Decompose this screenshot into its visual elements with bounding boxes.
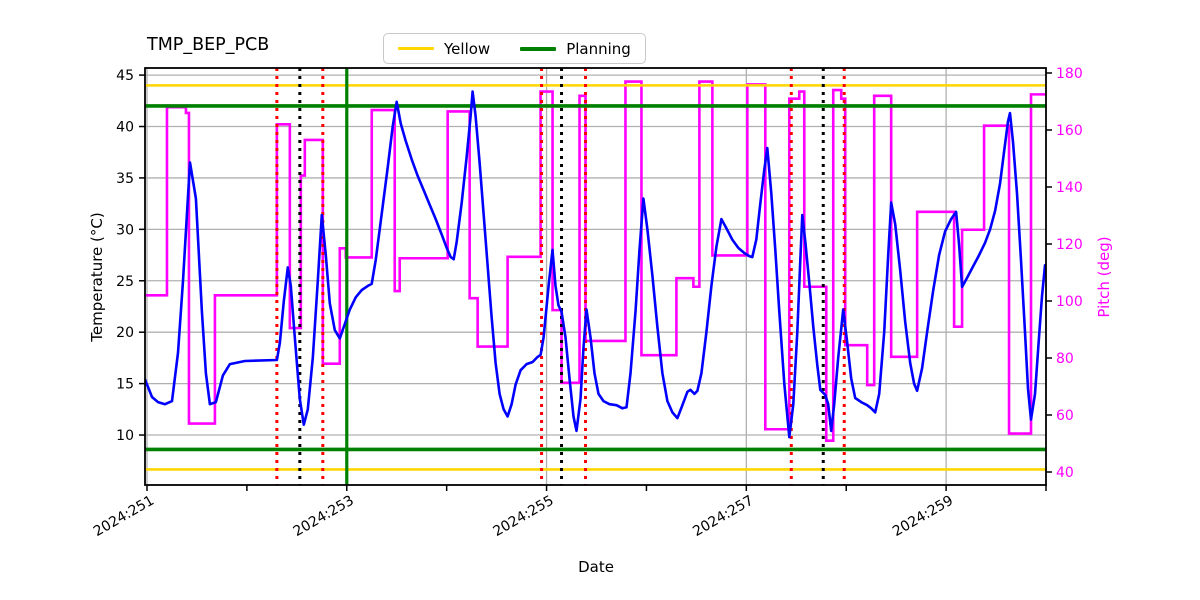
- right-tick-label: 120: [1056, 237, 1083, 253]
- plot-border: [144, 67, 1047, 486]
- left-tick-label: 20: [116, 325, 134, 341]
- legend-label-planning: Planning: [566, 39, 631, 58]
- left-tick-label: 40: [116, 120, 134, 136]
- right-tick-label: 80: [1056, 351, 1074, 367]
- right-tick-label: 180: [1056, 66, 1083, 82]
- left-tick-label: 10: [116, 428, 134, 444]
- x-tick-label: 2024:257: [690, 493, 756, 540]
- right-tick-label: 60: [1056, 408, 1074, 424]
- right-axis-label: Pitch (deg): [1095, 236, 1113, 318]
- legend-label-yellow: Yellow: [444, 39, 491, 58]
- pitch-line: [145, 80, 1045, 442]
- left-tick-label: 30: [116, 222, 134, 238]
- chart-title: TMP_BEP_PCB: [147, 35, 270, 55]
- x-tick-label: 2024:251: [91, 493, 157, 540]
- right-tick-label: 140: [1056, 180, 1083, 196]
- left-tick-label: 25: [116, 274, 134, 290]
- yellow-line-swatch: [398, 47, 434, 50]
- temperature-line: [145, 90, 1046, 439]
- legend-item-planning: Planning: [520, 40, 631, 58]
- legend: Yellow Planning: [383, 33, 646, 64]
- left-axis-label: Temperature (°C): [88, 212, 106, 342]
- left-tick-label: 35: [116, 171, 134, 187]
- right-tick-label: 100: [1056, 294, 1083, 310]
- left-tick-label: 15: [116, 377, 134, 393]
- planning-line-swatch: [520, 46, 557, 51]
- right-tick-label: 40: [1056, 465, 1074, 481]
- right-tick-label: 160: [1056, 123, 1083, 139]
- x-tick-label: 2024:255: [490, 493, 556, 540]
- x-tick-label: 2024:259: [890, 493, 956, 540]
- left-tick-label: 45: [116, 68, 134, 84]
- legend-item-yellow: Yellow: [398, 40, 490, 58]
- plot-area: [145, 68, 1046, 485]
- x-axis-label: Date: [578, 558, 614, 576]
- x-tick-label: 2024:253: [291, 493, 357, 540]
